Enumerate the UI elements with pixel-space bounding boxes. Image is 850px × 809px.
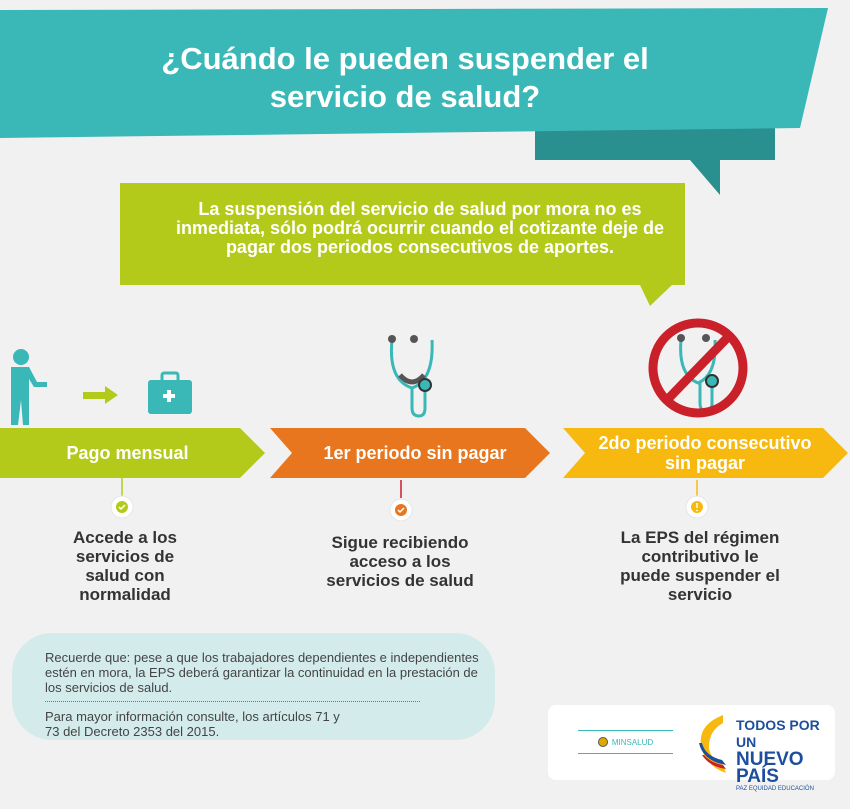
logo-tagline: PAZ EQUIDAD EDUCACIÓN [736, 786, 814, 792]
medical-kit-icon [148, 371, 192, 414]
coat-of-arms-icon [597, 737, 608, 747]
logo-line-2: NUEVO PAÍS [736, 749, 804, 787]
divider [45, 701, 420, 702]
intro-box [120, 183, 685, 306]
intro-text: La suspensión del servicio de salud por … [175, 199, 665, 257]
step-description-1: Accede a los servicios de salud con norm… [73, 528, 177, 604]
logo-line-1: TODOS POR UN [736, 717, 820, 750]
page-title: ¿Cuándo le pueden suspender el servicio … [161, 41, 649, 114]
person-icon [11, 349, 47, 425]
step-label-3: 2do periodo consecutivo sin pagar [598, 433, 812, 473]
title-banner-fold [535, 120, 775, 195]
minsalud-logo: MINSALUD [578, 730, 673, 754]
nuevo-pais-flag-icon [699, 715, 726, 773]
minsalud-text: MINSALUD [611, 737, 654, 747]
note-text: Recuerde que: pese a que los trabajadore… [45, 650, 479, 695]
stethoscope-icon [388, 335, 434, 418]
no-stethoscope-icon [648, 318, 748, 418]
note-box: Recuerde que: pese a que los trabajadore… [12, 633, 495, 740]
step-arrow-1 [0, 428, 265, 478]
nuevo-pais-logo: TODOS POR UN NUEVO PAÍS PAZ EQUIDAD EDUC… [736, 717, 835, 793]
note-reference: Para mayor información consulte, los art… [45, 709, 340, 739]
step-description-2: Sigue recibiendo acceso a los servicios … [326, 533, 474, 590]
status-connectors [110, 478, 709, 522]
step-label-1: Pago mensual [66, 443, 189, 463]
step-arrow-3 [563, 428, 848, 478]
step-arrow-2 [270, 428, 550, 478]
step-label-2: 1er periodo sin pagar [323, 443, 507, 463]
title-banner [0, 8, 828, 138]
step-description-3: La EPS del régimen contributivo le puede… [620, 528, 780, 604]
arrow-right-icon [83, 386, 118, 404]
logos-box: MINSALUD TODOS POR UN NUEVO PAÍS PAZ EQU… [548, 705, 835, 792]
